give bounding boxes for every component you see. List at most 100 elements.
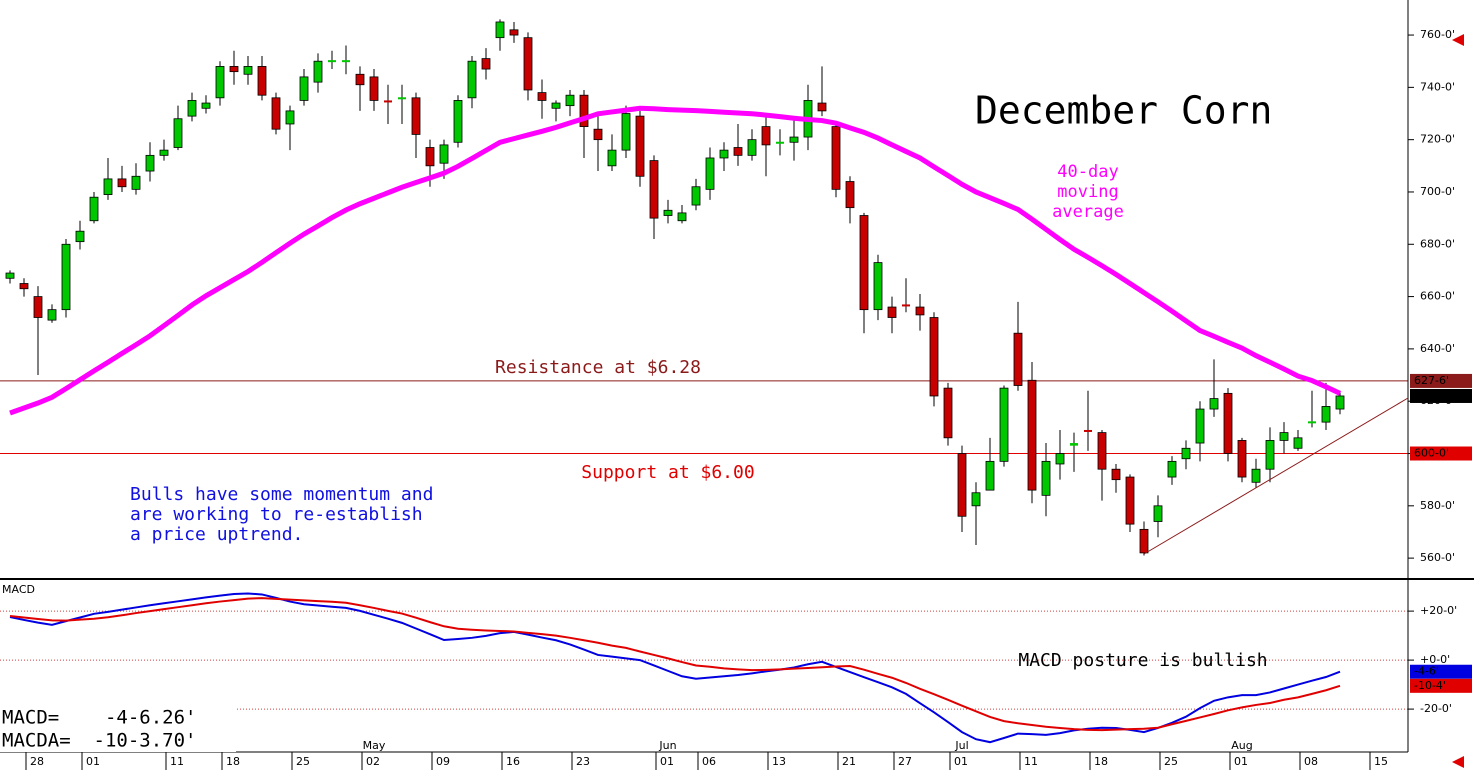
value-tag	[1410, 678, 1472, 693]
candle-body	[1223, 392, 1233, 454]
candle-body	[467, 60, 477, 99]
macd-line	[9, 592, 1341, 744]
y-tick-label: 700-0'	[1420, 185, 1455, 198]
x-tick-label: 01	[660, 755, 674, 768]
candle-body	[117, 178, 127, 188]
candle-body	[1308, 421, 1316, 424]
candle-body	[328, 60, 336, 63]
candle-body	[845, 181, 855, 209]
ma-label: average	[1052, 202, 1124, 222]
candle-body	[817, 102, 827, 112]
moving-average	[9, 105, 1342, 416]
candle-body	[747, 139, 757, 156]
value-tag-label: 622-0'	[1414, 389, 1449, 402]
candle-body	[1084, 429, 1092, 432]
candle-body	[705, 157, 715, 190]
candle-body	[776, 141, 784, 144]
candle-body	[607, 149, 617, 167]
candle-body	[1027, 379, 1037, 491]
candle-body	[789, 136, 799, 143]
candle-body	[481, 58, 491, 70]
x-tick-label: 02	[366, 755, 380, 768]
value-tag-label: -4-6'	[1414, 665, 1439, 678]
ma-label: moving	[1057, 182, 1118, 202]
candle-body	[859, 215, 869, 311]
candle-body	[439, 144, 449, 164]
x-tick-label: 25	[296, 755, 310, 768]
candle-body	[1013, 332, 1023, 386]
candle-body	[1125, 476, 1135, 525]
candle-body	[1097, 432, 1107, 470]
y-tick-label: 660-0'	[1420, 290, 1455, 303]
y-tick-label: +20-0'	[1420, 604, 1457, 617]
x-tick-label: 13	[772, 755, 786, 768]
candle-body	[565, 94, 575, 107]
candle-body	[411, 97, 421, 135]
candle-body	[593, 128, 603, 141]
x-tick-label: 23	[576, 755, 590, 768]
month-label: May	[363, 739, 386, 752]
candle-body	[257, 66, 267, 96]
candle-body	[579, 94, 589, 127]
readout: MACDA= -10-3.70'	[2, 730, 196, 752]
candle-body	[1181, 447, 1191, 460]
chart-title: December Corn	[975, 89, 1272, 133]
candle-body	[398, 97, 406, 100]
value-tag	[1410, 388, 1472, 403]
candle-body	[1070, 443, 1078, 446]
y-tick-label: 640-0'	[1420, 342, 1455, 355]
annotation: MACD posture is bullish	[1018, 650, 1267, 671]
value-tag	[1410, 373, 1472, 388]
candle-body	[985, 460, 995, 491]
candle-body	[999, 387, 1009, 462]
y-tick-label: 560-0'	[1420, 551, 1455, 564]
candle-body	[1321, 406, 1331, 423]
y-tick-label: 680-0'	[1420, 237, 1455, 250]
candle-body	[887, 306, 897, 318]
month-label: Jun	[658, 739, 676, 752]
panel-label: MACD	[2, 583, 35, 596]
candle-body	[33, 296, 43, 318]
value-tag-label: 600-0'	[1414, 447, 1449, 460]
candle-body	[159, 149, 169, 156]
candle-body	[5, 272, 15, 279]
candle-body	[523, 37, 533, 91]
x-tick-label: 25	[1164, 755, 1178, 768]
value-tag-label: -10-4'	[1414, 679, 1446, 692]
candle-body	[201, 102, 211, 109]
candle-body	[342, 60, 350, 63]
candle-body	[369, 76, 379, 101]
candle-body	[873, 262, 883, 311]
x-tick-label: 01	[954, 755, 968, 768]
note: a price uptrend.	[130, 524, 303, 545]
candle-body	[635, 115, 645, 177]
candle-body	[271, 97, 281, 130]
candle-body	[47, 309, 57, 321]
candle-body	[243, 66, 253, 75]
ma-label: 40-day	[1057, 162, 1118, 182]
candle-body	[1111, 468, 1121, 481]
trendline	[1143, 397, 1409, 555]
candle-body	[229, 66, 239, 73]
readout: MACD= -4-6.26'	[2, 707, 196, 729]
x-tick-label: 01	[1234, 755, 1248, 768]
candle-body	[131, 175, 141, 190]
candle-body	[285, 110, 295, 125]
candle-body	[831, 126, 841, 190]
candle-body	[453, 100, 463, 143]
note: are working to re-establish	[130, 504, 423, 525]
x-tick-label: 09	[436, 755, 450, 768]
x-tick-label: 08	[1304, 755, 1318, 768]
y-tick-label: 580-0'	[1420, 499, 1455, 512]
plot-layer: 560-0'580-0'600-0'620-0'640-0'660-0'680-…	[0, 19, 1472, 770]
note: Bulls have some momentum and	[130, 484, 433, 505]
candle-body	[1335, 395, 1345, 410]
x-tick-label: 28	[30, 755, 44, 768]
value-tag	[1410, 664, 1472, 679]
scroll-arrow[interactable]	[1452, 756, 1464, 768]
candle-body	[1195, 408, 1205, 444]
scroll-arrow[interactable]	[1452, 34, 1464, 46]
readout-box	[0, 706, 236, 752]
candle-body	[537, 92, 547, 101]
candle-body	[733, 147, 743, 156]
